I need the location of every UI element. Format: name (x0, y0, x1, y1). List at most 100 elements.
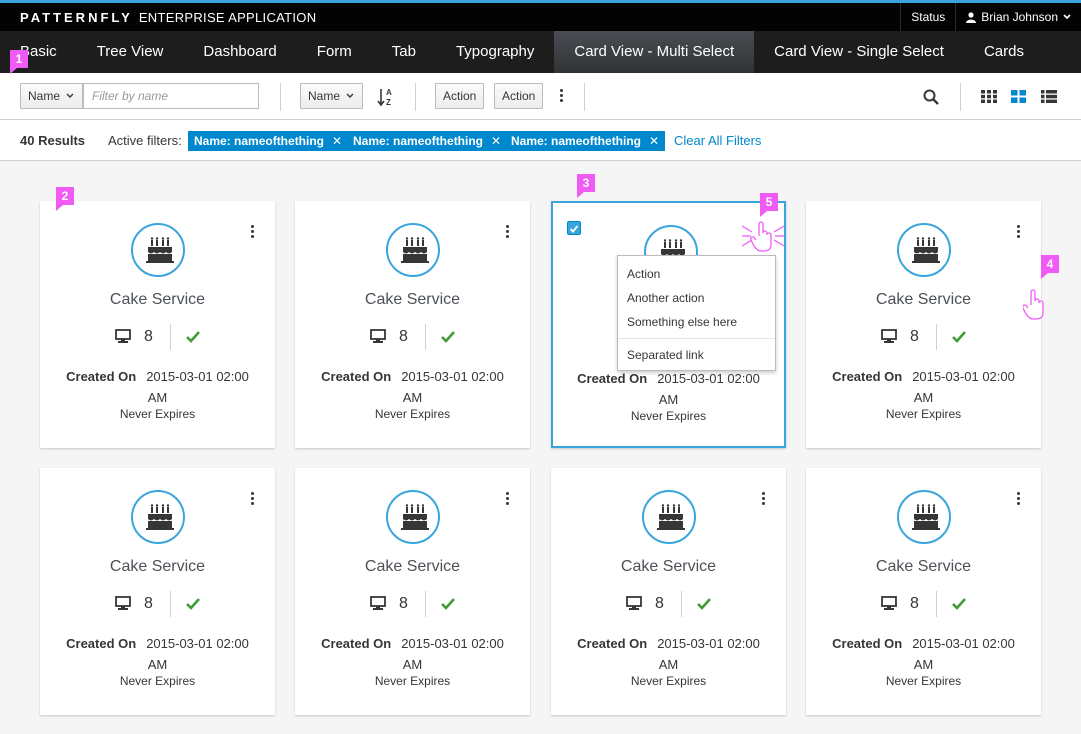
status-link[interactable]: Status (900, 3, 955, 31)
cake-icon (401, 237, 429, 263)
created-value-ampm: AM (658, 657, 679, 672)
dropdown-item-another-action[interactable]: Another action (627, 291, 705, 305)
filter-chip: Name: nameofthething ✕ (188, 131, 349, 151)
small-grid-view-icon[interactable] (981, 90, 997, 103)
card-kebab-icon[interactable] (758, 492, 768, 508)
card-created: Created On 2015-03-01 02:00 AM (40, 633, 275, 675)
dropdown-item-separated-link[interactable]: Separated link (627, 348, 704, 362)
card-created: Created On 2015-03-01 02:00 AM (806, 633, 1041, 675)
click-cursor-icon (741, 221, 785, 252)
service-card[interactable]: Cake Service 8 Created On 2015-03-01 02:00 A… (806, 201, 1041, 448)
monitor-icon (370, 596, 386, 610)
card-title: Cake Service (875, 558, 972, 575)
card-icon-circle (131, 490, 185, 544)
filter-input[interactable]: Filter by name (83, 83, 259, 109)
card-count: 8 (399, 328, 408, 345)
close-icon[interactable]: ✕ (649, 134, 660, 148)
created-value: 2015-03-01 02:00 (146, 636, 249, 651)
check-icon (952, 598, 966, 610)
service-card[interactable]: Cake Service 8 Created On 2015-03-01 02:00 A… (40, 468, 275, 715)
chevron-down-icon (1063, 14, 1071, 20)
close-icon[interactable]: ✕ (332, 134, 343, 148)
card-icon-circle (642, 490, 696, 544)
primary-nav: Basic Tree View Dashboard Form Tab Typography… (0, 31, 1081, 73)
card-expires: Never Expires (374, 407, 451, 421)
card-kebab-icon[interactable] (502, 492, 512, 508)
annotation-marker-2: 2 (56, 187, 74, 211)
created-label: Created On (832, 369, 903, 384)
large-grid-view-icon[interactable] (1011, 90, 1026, 103)
monitor-icon (881, 596, 897, 610)
card-expires: Never Expires (630, 674, 707, 688)
monitor-icon (115, 596, 131, 610)
card-kebab-icon[interactable] (1013, 492, 1023, 508)
created-value-ampm: AM (658, 392, 679, 407)
card-actions-dropdown: Action Another action Something else her… (617, 255, 776, 371)
check-icon (186, 331, 200, 343)
nav-item[interactable]: Cards (983, 43, 1024, 60)
monitor-icon (881, 329, 897, 343)
card-kebab-icon[interactable] (502, 225, 512, 241)
cake-icon (401, 504, 429, 530)
nav-item[interactable]: Form (316, 43, 352, 60)
check-icon (569, 225, 579, 233)
service-card[interactable]: Cake Service 8 Created On 2015-03-01 02:00 A… (295, 468, 530, 715)
card-icon-circle (386, 223, 440, 277)
card-kebab-icon[interactable] (1013, 225, 1023, 241)
nav-item[interactable]: Dashboard (203, 43, 277, 60)
dropdown-item-something-else[interactable]: Something else here (627, 315, 738, 329)
active-filters-bar: 40 Results Active filters: Name: nameoft… (0, 120, 1081, 161)
nav-item[interactable]: Tab (391, 43, 416, 60)
kebab-icon[interactable] (556, 89, 566, 102)
created-value: 2015-03-01 02:00 (657, 371, 760, 386)
dropdown-divider (618, 338, 775, 339)
search-icon[interactable] (923, 89, 939, 105)
annotation-marker-1: 1 (10, 50, 28, 74)
filter-chip: Name: nameofthething ✕ (505, 131, 666, 151)
card-title: Cake Service (364, 291, 461, 308)
card-expires: Never Expires (885, 674, 962, 688)
brand-logo[interactable]: PATTERNFLY ENTERPRISE APPLICATION (20, 10, 317, 25)
card-expires: Never Expires (885, 407, 962, 421)
card-kebab-icon[interactable] (247, 492, 257, 508)
divider (936, 324, 937, 350)
list-view-icon[interactable] (1041, 90, 1057, 103)
created-label: Created On (321, 369, 392, 384)
dropdown-item-action[interactable]: Action (627, 267, 661, 281)
card-checkbox[interactable] (567, 221, 581, 235)
nav-item[interactable]: Typography (455, 43, 535, 60)
card-created: Created On 2015-03-01 02:00 AM (295, 633, 530, 675)
service-card[interactable]: Cake Service 8 Created On 2015-03-01 02:00 A… (551, 468, 786, 715)
created-label: Created On (577, 636, 648, 651)
created-value-ampm: AM (913, 657, 934, 672)
close-icon[interactable]: ✕ (491, 134, 502, 148)
divider (960, 83, 961, 111)
nav-item[interactable]: Card View - Single Select (774, 43, 944, 60)
nav-item[interactable]: Basic (20, 43, 57, 60)
action-button-1[interactable]: Action (435, 83, 485, 109)
card-icon-circle (897, 223, 951, 277)
nav-item[interactable]: Card View - Multi Select (554, 31, 755, 73)
chevron-down-icon (66, 93, 74, 98)
user-menu[interactable]: Brian Johnson (955, 3, 1081, 31)
filter-field-select[interactable]: Name (20, 83, 83, 109)
clear-all-filters-link[interactable]: Clear All Filters (674, 133, 762, 148)
card-icon-circle (386, 490, 440, 544)
nav-item[interactable]: Tree View (96, 43, 164, 60)
divider (415, 83, 416, 111)
service-card[interactable]: Cake Service 8 Created On 2015-03-01 02:00 A… (295, 201, 530, 448)
divider (936, 591, 937, 617)
card-stats: 8 (806, 591, 1041, 617)
sort-field-select[interactable]: Name (300, 83, 363, 109)
card-kebab-icon[interactable] (247, 225, 257, 241)
action-button-2[interactable]: Action (494, 83, 544, 109)
monitor-icon (370, 329, 386, 343)
svg-text:Z: Z (386, 98, 391, 107)
check-icon (186, 598, 200, 610)
card-created: Created On 2015-03-01 02:00 AM (551, 633, 786, 675)
sort-alpha-icon[interactable]: A Z (377, 87, 395, 107)
service-card[interactable]: Cake Service 8 Created On 2015-03-01 02:00 A… (806, 468, 1041, 715)
service-card[interactable]: Cake Service 8 Created On 2015-03-01 02:00 A… (40, 201, 275, 448)
cake-icon (657, 504, 685, 530)
card-count: 8 (144, 595, 153, 612)
